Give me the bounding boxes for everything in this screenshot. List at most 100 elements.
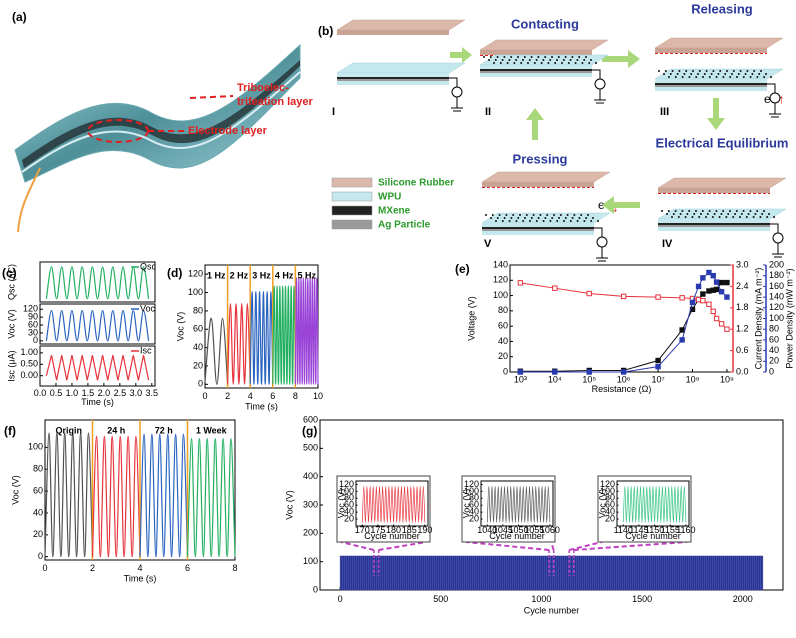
connector: [568, 541, 603, 551]
charge-dot: [749, 76, 752, 78]
charge-dot: [732, 216, 735, 218]
line: [272, 285, 296, 385]
charge-dot: [576, 220, 579, 222]
charge-dot: [510, 217, 513, 219]
x-tick-label: 0: [338, 594, 343, 604]
marker: [706, 301, 712, 307]
line: [361, 485, 426, 523]
y-tick-label: 160: [769, 281, 784, 291]
y-axis-label: Voltage (V): [466, 296, 476, 341]
x-axis-label: Time (s): [245, 401, 278, 411]
charge-dot: [535, 220, 538, 222]
charge-dot: [512, 214, 515, 216]
meter: [769, 92, 781, 104]
marker: [679, 295, 685, 301]
x-tick-label: 4: [248, 391, 253, 401]
x-tick-label: 6: [270, 391, 275, 401]
y-tick-label: 120: [188, 269, 203, 279]
charge-dot: [713, 213, 716, 215]
meter: [596, 236, 608, 248]
y-tick-label: 140: [769, 291, 784, 301]
charge-dot: [506, 62, 509, 64]
x-tick-label: 0.5: [50, 388, 63, 398]
charge-dot: [551, 56, 553, 58]
x-tick-label: 2000: [733, 594, 753, 604]
y-tick-label: 80: [605, 493, 615, 503]
charge-dot: [551, 217, 554, 219]
segment-label: 5 Hz: [297, 270, 316, 280]
y-tick-label: 60: [498, 321, 508, 331]
charge-dot: [760, 70, 762, 72]
charge-dot: [765, 73, 767, 75]
line: [139, 433, 189, 558]
mxene-layer: [658, 223, 770, 225]
charge-dot: [556, 59, 558, 61]
charge-dot: [501, 59, 504, 61]
charge-dot: [585, 56, 587, 58]
charge-dot: [747, 213, 750, 215]
marker: [679, 327, 685, 333]
y-tick-label: 120: [769, 302, 784, 312]
x-tick-label: 170: [355, 525, 370, 535]
marker: [706, 288, 712, 294]
charge-dot: [770, 76, 772, 78]
charge-dot: [537, 217, 540, 219]
connector: [378, 541, 427, 551]
charge-dot: [726, 70, 728, 72]
y-tick-label: 0.0: [736, 366, 749, 376]
y3-axis-label: Power Density (mW m⁻²): [784, 268, 794, 368]
marker: [724, 294, 730, 300]
y-tick-label: 2.4: [736, 281, 749, 291]
ag-layer: [482, 229, 594, 231]
charge-dot: [720, 213, 723, 215]
panel-label: (e): [455, 262, 470, 276]
charge-dot: [564, 217, 567, 219]
y-axis-label: Voc (V): [10, 475, 20, 505]
area: [339, 555, 764, 591]
charge-dot: [547, 62, 550, 64]
charge-dot: [763, 210, 765, 212]
charge-dot: [752, 216, 755, 218]
y-tick-label: 0: [33, 335, 38, 345]
marker: [706, 269, 712, 276]
marker: [700, 291, 706, 297]
silicone-layer: [481, 171, 611, 183]
charge-dot: [683, 73, 686, 75]
marker: [517, 280, 524, 286]
y-tick-label: 120: [464, 479, 479, 489]
charge-dot: [727, 213, 730, 215]
x-tick-label: 175: [370, 525, 385, 535]
x-tick-label: 1060: [540, 525, 560, 535]
charge-dot: [685, 70, 688, 72]
charge-dot: [701, 210, 704, 212]
charge-dot: [763, 76, 766, 78]
segment-label: Qrigin: [56, 425, 83, 435]
stage-title: Releasing: [691, 1, 752, 16]
line: [249, 291, 274, 385]
segment-label: 1 Week: [196, 425, 228, 435]
charge-dot: [688, 210, 691, 212]
flexible-sheet: [14, 43, 301, 233]
charge-dot: [503, 217, 506, 219]
x-tick-label: 1145: [629, 525, 648, 535]
y-tick-label: 60: [605, 500, 615, 510]
x-tick-label: 1140: [614, 525, 633, 535]
charge-dot: [573, 214, 576, 216]
y-tick-label: 20: [33, 529, 43, 539]
charge-dot: [489, 56, 492, 58]
charge-dot: [561, 62, 563, 64]
charge-dot: [691, 216, 694, 218]
y-tick-label: 120: [339, 479, 354, 489]
y-tick-label: 100: [769, 313, 784, 323]
y-tick-label: 60: [344, 500, 354, 510]
charge-dot: [706, 213, 709, 215]
segment-label: 24 h: [107, 425, 125, 435]
charge-dot: [692, 70, 694, 72]
charge-dot: [495, 220, 497, 222]
stage-title: Electrical Equilibrium: [656, 135, 789, 150]
charge-dot: [578, 56, 581, 58]
marker: [713, 279, 720, 285]
y-tick-label: 20: [498, 351, 508, 361]
legend-swatch: [331, 191, 373, 202]
y-tick-label: 0: [769, 366, 774, 376]
